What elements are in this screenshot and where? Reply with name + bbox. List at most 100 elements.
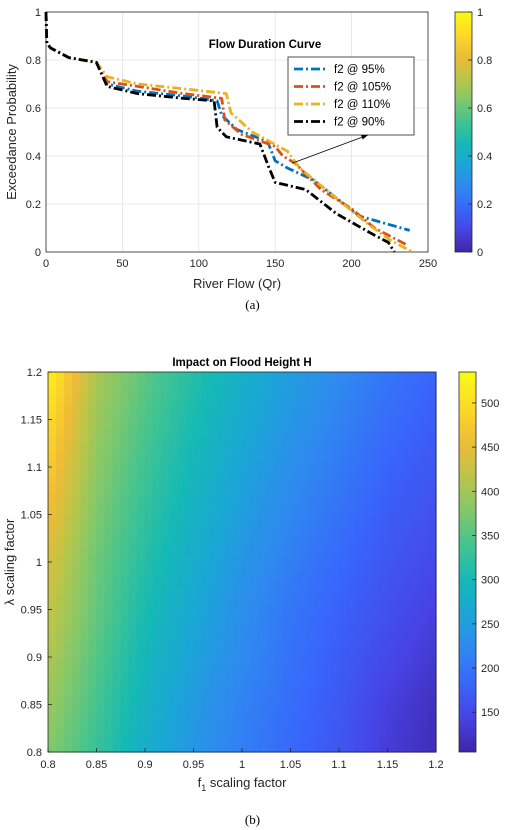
heatmap-cell: [250, 585, 259, 595]
heatmap-cell: [225, 744, 235, 753]
heatmap-cell: [250, 633, 259, 642]
heatmap-cell: [330, 459, 340, 468]
heatmap-cell: [225, 474, 235, 484]
heatmap-cell: [209, 474, 219, 484]
heatmap-cell: [387, 664, 397, 674]
heatmap-cell: [250, 704, 259, 714]
heatmap-cell: [347, 641, 356, 650]
heatmap-cell: [411, 688, 421, 698]
heatmap-cell: [274, 664, 284, 674]
heatmap-cell: [201, 672, 211, 682]
x-tick-label: 0: [43, 258, 49, 270]
heatmap-cell: [193, 530, 203, 539]
heatmap-cell: [193, 403, 203, 413]
heatmap-cell: [242, 736, 251, 745]
heatmap-cell: [80, 577, 90, 587]
heatmap-cell: [161, 736, 170, 745]
heatmap-cell: [96, 593, 106, 603]
heatmap-cell: [339, 467, 348, 476]
heatmap-cell: [395, 498, 405, 508]
heatmap-cell: [233, 664, 243, 674]
heatmap-cell: [322, 633, 332, 642]
heatmap-cell: [330, 744, 340, 753]
heatmap-cell: [266, 372, 275, 381]
heatmap-cell: [217, 498, 227, 508]
heatmap-cell: [403, 411, 413, 421]
heatmap-cell: [371, 688, 381, 698]
heatmap-cell: [387, 427, 397, 436]
heatmap-cell: [169, 427, 178, 436]
heatmap-cell: [387, 577, 397, 587]
heatmap-cell: [209, 712, 219, 721]
heatmap-cell: [395, 625, 405, 634]
heatmap-cell: [298, 395, 308, 405]
heatmap-cell: [201, 522, 211, 531]
heatmap-cell: [185, 554, 195, 563]
heatmap-cell: [96, 720, 106, 729]
heatmap-cell: [411, 546, 421, 555]
heatmap-cell: [266, 736, 275, 745]
heatmap-cell: [355, 562, 364, 571]
heatmap-cell: [136, 625, 146, 634]
heatmap-cell: [136, 601, 146, 611]
heatmap-cell: [136, 474, 146, 484]
heatmap-cell: [371, 522, 381, 531]
heatmap-cell: [250, 451, 259, 460]
heatmap-cell: [201, 704, 211, 714]
heatmap-cell: [120, 538, 130, 547]
heatmap-cell: [145, 451, 154, 460]
heatmap-cell: [64, 744, 73, 753]
heatmap-cell: [201, 649, 211, 658]
heatmap-cell: [242, 427, 251, 436]
heatmap-cell: [209, 593, 219, 603]
heatmap-cell: [169, 585, 178, 595]
heatmap-cell: [193, 546, 203, 555]
heatmap-cell: [128, 419, 138, 429]
heatmap-cell: [339, 411, 348, 421]
heatmap-cell: [242, 403, 251, 413]
heatmap-cell: [225, 451, 235, 460]
heatmap-cell: [242, 696, 251, 706]
heatmap-cell: [282, 577, 292, 587]
heatmap-cell: [355, 664, 364, 674]
heatmap-cell: [233, 395, 243, 405]
heatmap-cell: [88, 744, 98, 753]
heatmap-cell: [322, 427, 332, 436]
heatmap-cell: [88, 562, 98, 571]
heatmap-cell: [128, 704, 138, 714]
heatmap-cell: [419, 514, 429, 524]
heatmap-cell: [169, 609, 178, 619]
heatmap-cell: [64, 467, 73, 476]
heatmap-cell: [242, 744, 251, 753]
heatmap-cell: [403, 403, 413, 413]
heatmap-cell: [282, 474, 292, 484]
heatmap-cell: [411, 419, 421, 429]
heatmap-cell: [88, 609, 98, 619]
heatmap-cell: [387, 649, 397, 658]
heatmap-cell: [322, 672, 332, 682]
heatmap-cell: [355, 633, 364, 642]
heatmap-cell: [128, 538, 138, 547]
heatmap-cell: [379, 467, 389, 476]
heatmap-cell: [314, 649, 324, 658]
heatmap-cell: [314, 617, 324, 626]
heatmap-cell: [96, 403, 106, 413]
heatmap-cell: [427, 680, 437, 690]
heatmap-cell: [290, 744, 300, 753]
colorbar-a-tick-label: 0.8: [477, 55, 492, 67]
heatmap-cell: [104, 459, 114, 468]
heatmap-cell: [395, 601, 405, 611]
heatmap-cell: [322, 593, 332, 603]
heatmap-cell: [355, 459, 364, 468]
heatmap-cell: [104, 664, 114, 674]
heatmap-cell: [112, 664, 122, 674]
heatmap-cell: [136, 490, 146, 500]
heatmap-cell: [322, 451, 332, 460]
heatmap-cell: [242, 633, 251, 642]
heatmap-cell: [355, 395, 364, 405]
heatmap-cell: [128, 530, 138, 539]
heatmap-cell: [395, 712, 405, 721]
heatmap-cell: [209, 672, 219, 682]
heatmap-cell: [153, 609, 162, 619]
heatmap-cell: [355, 554, 364, 563]
